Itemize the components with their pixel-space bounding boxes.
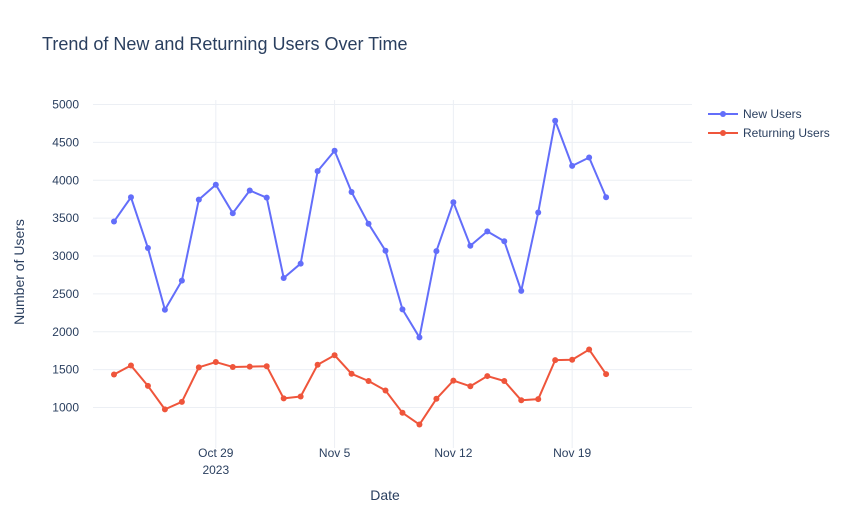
data-point[interactable]	[229, 363, 236, 370]
y-tick-label: 4500	[52, 135, 79, 149]
data-point[interactable]	[212, 181, 219, 188]
data-point[interactable]	[297, 260, 304, 267]
data-point[interactable]	[111, 218, 117, 225]
data-point[interactable]	[144, 382, 151, 389]
y-tick-label: 5000	[52, 98, 79, 112]
data-point[interactable]	[161, 406, 168, 413]
legend-marker-icon	[720, 130, 726, 136]
data-point[interactable]	[195, 196, 202, 203]
data-point[interactable]	[127, 362, 134, 369]
y-tick-label: 2000	[52, 325, 79, 339]
series-line	[113, 119, 608, 339]
data-point[interactable]	[484, 228, 491, 235]
x-tick-label: Nov 19	[553, 446, 591, 460]
data-point[interactable]	[229, 210, 236, 217]
x-tick-sublabel: 2023	[202, 463, 229, 477]
data-point[interactable]	[552, 357, 559, 364]
data-point[interactable]	[280, 395, 287, 402]
data-point[interactable]	[382, 387, 389, 394]
data-point[interactable]	[127, 194, 134, 201]
plot-area	[111, 117, 610, 428]
data-point[interactable]	[416, 421, 423, 428]
data-point[interactable]	[314, 361, 321, 368]
y-tick-label: 3000	[52, 249, 79, 263]
data-point[interactable]	[263, 194, 270, 201]
legend-item[interactable]: New Users	[708, 107, 802, 121]
x-gridlines	[215, 100, 573, 448]
y-axis-title: Number of Users	[11, 219, 27, 325]
data-point[interactable]	[382, 247, 389, 254]
data-point[interactable]	[365, 377, 372, 384]
legend-marker-icon	[720, 111, 726, 117]
data-point[interactable]	[111, 371, 117, 378]
data-point[interactable]	[314, 168, 321, 175]
data-point[interactable]	[399, 409, 406, 416]
data-point[interactable]	[518, 397, 525, 404]
data-point[interactable]	[161, 306, 168, 313]
legend[interactable]: New Users Returning Users	[708, 107, 830, 140]
data-point[interactable]	[212, 359, 219, 366]
data-point[interactable]	[518, 287, 525, 294]
data-point[interactable]	[450, 199, 457, 206]
data-point[interactable]	[535, 209, 542, 216]
series-returning-users	[111, 346, 610, 428]
data-point[interactable]	[348, 370, 355, 377]
series-new-users	[111, 117, 610, 341]
data-point[interactable]	[280, 274, 287, 281]
data-point[interactable]	[450, 377, 457, 384]
data-point[interactable]	[348, 188, 355, 195]
data-point[interactable]	[178, 277, 185, 284]
x-tick-label: Nov 12	[434, 446, 472, 460]
data-point[interactable]	[535, 396, 542, 403]
data-point[interactable]	[552, 117, 559, 124]
y-tick-label: 2500	[52, 287, 79, 301]
gridlines	[93, 104, 692, 408]
x-axis: Oct 29 2023 Nov 5 Nov 12 Nov 19	[198, 446, 591, 477]
data-point[interactable]	[603, 371, 610, 378]
x-tick-label: Nov 5	[319, 446, 351, 460]
data-point[interactable]	[178, 398, 185, 405]
data-point[interactable]	[331, 352, 338, 359]
data-point[interactable]	[416, 334, 423, 341]
data-point[interactable]	[569, 162, 576, 169]
legend-label: Returning Users	[743, 126, 830, 140]
data-point[interactable]	[433, 395, 440, 402]
data-point[interactable]	[331, 147, 338, 154]
data-point[interactable]	[501, 377, 508, 384]
data-point[interactable]	[467, 383, 474, 390]
data-point[interactable]	[195, 364, 202, 371]
y-axis: 1000 1500 2000 2500 3000 3500 4000 4500 5000	[52, 98, 79, 415]
data-point[interactable]	[365, 220, 372, 227]
y-tick-label: 4000	[52, 173, 79, 187]
x-tick-label: Oct 29	[198, 446, 234, 460]
chart-title: Trend of New and Returning Users Over Ti…	[42, 34, 407, 54]
legend-item[interactable]: Returning Users	[708, 126, 830, 140]
data-point[interactable]	[246, 187, 253, 194]
x-axis-title: Date	[370, 487, 400, 503]
data-point[interactable]	[246, 363, 253, 370]
data-point[interactable]	[586, 346, 593, 353]
y-tick-label: 3500	[52, 211, 79, 225]
data-point[interactable]	[263, 363, 270, 370]
data-point[interactable]	[501, 238, 508, 245]
legend-label: New Users	[743, 107, 802, 121]
data-point[interactable]	[603, 194, 610, 201]
data-point[interactable]	[433, 248, 440, 255]
data-point[interactable]	[484, 373, 491, 380]
data-point[interactable]	[399, 306, 406, 313]
data-point[interactable]	[586, 154, 593, 161]
y-tick-label: 1000	[52, 401, 79, 415]
data-point[interactable]	[144, 245, 151, 252]
data-point[interactable]	[467, 242, 474, 249]
y-tick-label: 1500	[52, 363, 79, 377]
data-point[interactable]	[297, 393, 304, 400]
series-line	[113, 348, 607, 426]
data-point[interactable]	[569, 356, 576, 363]
